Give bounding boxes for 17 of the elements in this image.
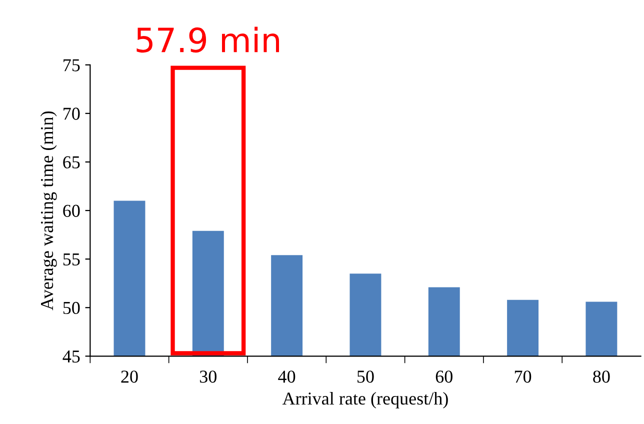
y-tick-label: 60 bbox=[63, 204, 80, 217]
x-tick-label: 40 bbox=[278, 370, 296, 383]
x-tick-label: 80 bbox=[593, 370, 610, 383]
x-tick-label: 50 bbox=[357, 370, 374, 383]
y-axis-title: Average waiting time (min) bbox=[40, 111, 57, 310]
y-tick-label: 65 bbox=[63, 156, 80, 168]
x-tick-label: 20 bbox=[121, 370, 138, 383]
x-axis-title: Arrival rate (request/h) bbox=[282, 392, 448, 408]
y-tick-label: 45 bbox=[62, 350, 80, 363]
x-tick-label: 30 bbox=[200, 370, 216, 383]
y-tick-label: 55 bbox=[63, 254, 80, 266]
y-tick-label: 70 bbox=[64, 108, 80, 120]
y-tick-label: 75 bbox=[64, 59, 80, 72]
text: 57.9 min bbox=[136, 26, 279, 53]
x-tick-label: 60 bbox=[436, 370, 452, 383]
x-tick-label: 70 bbox=[514, 370, 532, 383]
y-tick-label: 50 bbox=[63, 302, 80, 314]
